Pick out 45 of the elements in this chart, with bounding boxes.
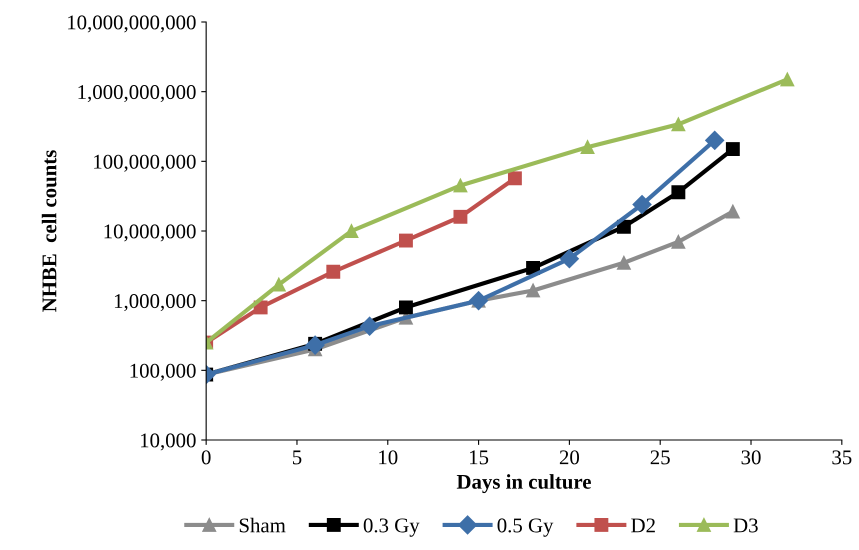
point <box>671 117 686 132</box>
y-tick-label: 100,000 <box>130 364 196 381</box>
point <box>671 185 686 200</box>
point <box>272 278 286 292</box>
point <box>671 234 686 249</box>
point <box>616 256 631 270</box>
point <box>526 284 540 298</box>
point <box>780 72 794 86</box>
y-tick-label: 1,000,000,000 <box>78 85 196 102</box>
legend-label: D3 <box>734 518 758 532</box>
point <box>326 264 340 279</box>
x-tick-label: 35 <box>832 450 852 464</box>
x-tick-label: 10 <box>379 450 398 464</box>
point <box>398 300 413 314</box>
legend-label: 0.5 Gy <box>498 518 554 537</box>
point <box>632 194 652 214</box>
point <box>398 234 413 248</box>
x-tick-label: 5 <box>292 450 302 464</box>
point <box>469 291 488 310</box>
x-tick-label: 25 <box>650 450 670 464</box>
y-tick-label: 10,000,000,000 <box>68 15 196 32</box>
x-tick-label: 30 <box>742 450 761 464</box>
point <box>453 210 468 224</box>
y-tick-label: 1,000,000 <box>114 294 196 312</box>
point <box>360 316 380 336</box>
point <box>705 130 724 150</box>
y-tick-label: 100,000,000 <box>94 154 196 172</box>
y-tick-label: 10,000 <box>140 433 196 450</box>
legend-label: Sham <box>240 518 286 532</box>
point <box>306 336 325 355</box>
x-tick-label: 15 <box>470 450 488 464</box>
x-axis-title: Days in culture <box>456 474 591 494</box>
point <box>726 204 740 219</box>
y-tick-label: 10,000,000 <box>104 224 196 242</box>
point <box>726 142 740 156</box>
point <box>453 178 468 192</box>
point <box>560 249 579 268</box>
y-axis-title: NHBE cell counts <box>42 150 56 312</box>
point <box>580 140 594 154</box>
legend-label: 0.3 Gy <box>364 518 420 537</box>
x-tick-label: 0 <box>202 450 211 464</box>
point <box>508 171 522 186</box>
legend-label: D2 <box>631 518 655 532</box>
point <box>344 224 358 238</box>
x-tick-label: 20 <box>560 450 580 464</box>
